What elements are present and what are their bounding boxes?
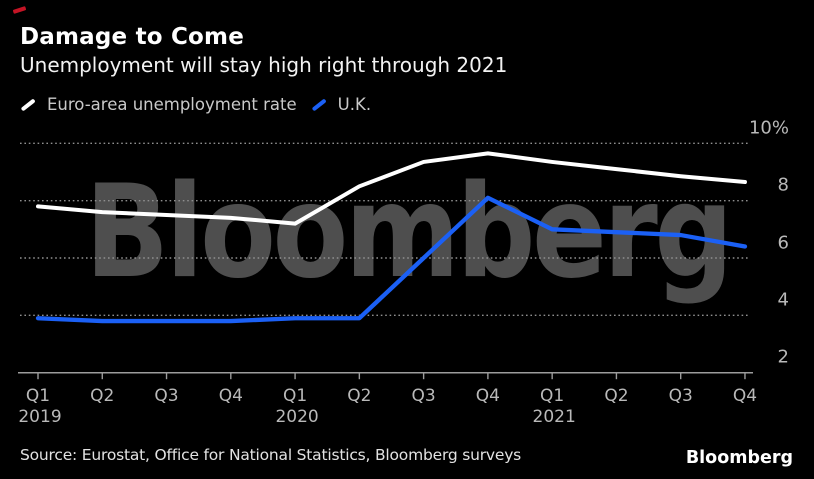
x-axis-quarter-label: Q1	[25, 386, 51, 406]
x-axis-quarter-label: Q1	[282, 386, 308, 406]
y-axis-label: 4	[777, 289, 789, 311]
x-axis-quarter-label: Q4	[475, 386, 500, 406]
x-axis-year-label: 2020	[275, 407, 319, 427]
gridlines	[20, 142, 750, 317]
uk-line-series	[35, 195, 748, 324]
x-axis-quarter-label: Q3	[668, 386, 693, 406]
x-axis-quarter-label: Q4	[732, 386, 758, 406]
x-axis-quarter-label: Q3	[411, 386, 436, 406]
legend-item-uk: U.K.	[311, 95, 371, 114]
source-note: Source: Eurostat, Office for National St…	[20, 446, 522, 464]
bloomberg-logo: Bloomberg	[685, 448, 793, 468]
legend-label-uk: U.K.	[337, 95, 372, 114]
legend-label-euro-area: Euro-area unemployment rate	[47, 95, 297, 114]
x-axis-year-label: 2021	[532, 407, 576, 427]
y-axis-label: 2	[777, 346, 789, 368]
legend-item-euro-area: Euro-area unemployment rate	[20, 95, 297, 114]
x-axis-quarter-label: Q4	[218, 386, 243, 406]
x-axis-quarter-label: Q2	[347, 386, 372, 406]
y-axis-label: 6	[777, 232, 789, 253]
x-axis-quarter-label: Q1	[540, 386, 565, 406]
x-axis-ticks	[37, 372, 746, 380]
y-axis-label: 10%	[748, 117, 789, 139]
x-axis-quarter-label: Q2	[604, 386, 629, 406]
x-axis-quarter-label: Q3	[154, 386, 179, 406]
chart-subtitle: Unemployment will stay high right throug…	[20, 53, 508, 77]
euro-area-line-series	[36, 151, 747, 226]
y-axis-label: 8	[777, 174, 789, 196]
x-axis-year-label: 2019	[18, 407, 62, 427]
legend: Euro-area unemployment rate U.K.	[20, 95, 371, 114]
chart-title: Damage to Come	[20, 24, 245, 50]
x-axis-quarter-label: Q2	[90, 386, 115, 406]
